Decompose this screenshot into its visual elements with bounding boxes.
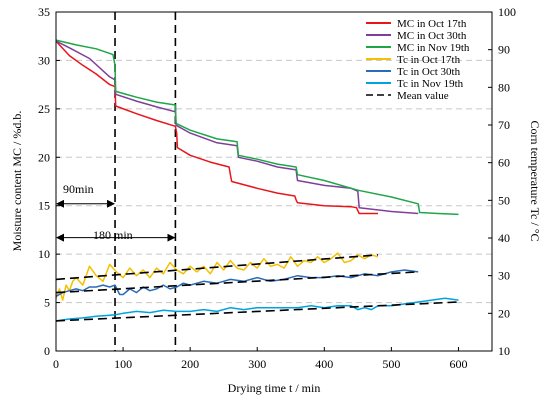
bottom-tick-label-6: 600 — [449, 357, 467, 371]
right-tick-label-5: 60 — [498, 156, 510, 170]
bottom-tick-label-0: 0 — [53, 357, 59, 371]
annotations: 90min 180 min — [56, 182, 176, 242]
right-tick-label-1: 20 — [498, 306, 510, 320]
legend-label-1: MC in Oct 30th — [397, 30, 467, 42]
legend-label-6: Mean value — [397, 90, 449, 102]
right-tick-label-8: 90 — [498, 43, 510, 57]
annotation-180min: 180 min — [93, 228, 133, 242]
right-tick-label-3: 40 — [498, 231, 510, 245]
right-axis-ticks: 10 20 30 40 50 60 70 80 90 100 — [488, 5, 516, 358]
left-tick-label-1: 5 — [44, 296, 50, 310]
legend-label-0: MC in Oct 17th — [397, 18, 467, 30]
y-axis-right-title: Corn temperature Tc / °C — [528, 120, 542, 241]
series-line-3 — [55, 252, 379, 301]
bottom-tick-label-1: 100 — [114, 357, 132, 371]
x-axis-title: Drying time t / min — [228, 381, 321, 395]
legend-label-4: Tc in Oct 30th — [397, 66, 461, 78]
legend-label-3: Tc in Oct 17th — [397, 54, 461, 66]
series-layer — [55, 39, 459, 322]
series-line-2 — [55, 39, 459, 216]
series-line-0 — [55, 40, 378, 215]
bottom-axis-ticks: 0 100 200 300 400 500 600 — [53, 347, 467, 371]
series-mean-value-1 — [55, 271, 419, 294]
series-mean-value-0 — [55, 254, 379, 281]
series-line-4 — [55, 269, 419, 298]
left-tick-label-4: 20 — [38, 150, 50, 164]
right-tick-label-4: 50 — [498, 193, 510, 207]
bottom-tick-label-3: 300 — [248, 357, 266, 371]
y-axis-left-title: Moisture content MC / %d.b. — [10, 111, 24, 252]
left-tick-label-6: 30 — [38, 53, 50, 67]
guide-lines — [114, 12, 177, 351]
left-tick-label-2: 10 — [38, 247, 50, 261]
right-tick-label-9: 100 — [498, 5, 516, 19]
left-tick-label-3: 15 — [38, 199, 50, 213]
right-tick-label-6: 70 — [498, 118, 510, 132]
left-axis-ticks: 0 5 10 15 20 25 30 35 — [38, 5, 60, 358]
right-tick-label-2: 30 — [498, 269, 510, 283]
bottom-tick-label-4: 400 — [315, 357, 333, 371]
plot-frame — [55, 11, 493, 352]
annotation-90min: 90min — [63, 182, 94, 196]
bottom-tick-label-5: 500 — [382, 357, 400, 371]
left-tick-label-7: 35 — [38, 5, 50, 19]
series-line-1 — [55, 40, 419, 215]
series-mean-value-2 — [55, 301, 459, 322]
left-tick-label-0: 0 — [44, 344, 50, 358]
legend-label-5: Tc in Nov 19th — [397, 78, 464, 90]
right-tick-label-7: 80 — [498, 80, 510, 94]
right-tick-label-0: 10 — [498, 344, 510, 358]
bottom-tick-label-2: 200 — [181, 357, 199, 371]
legend-label-2: MC in Nov 19th — [397, 42, 470, 54]
left-tick-label-5: 25 — [38, 102, 50, 116]
